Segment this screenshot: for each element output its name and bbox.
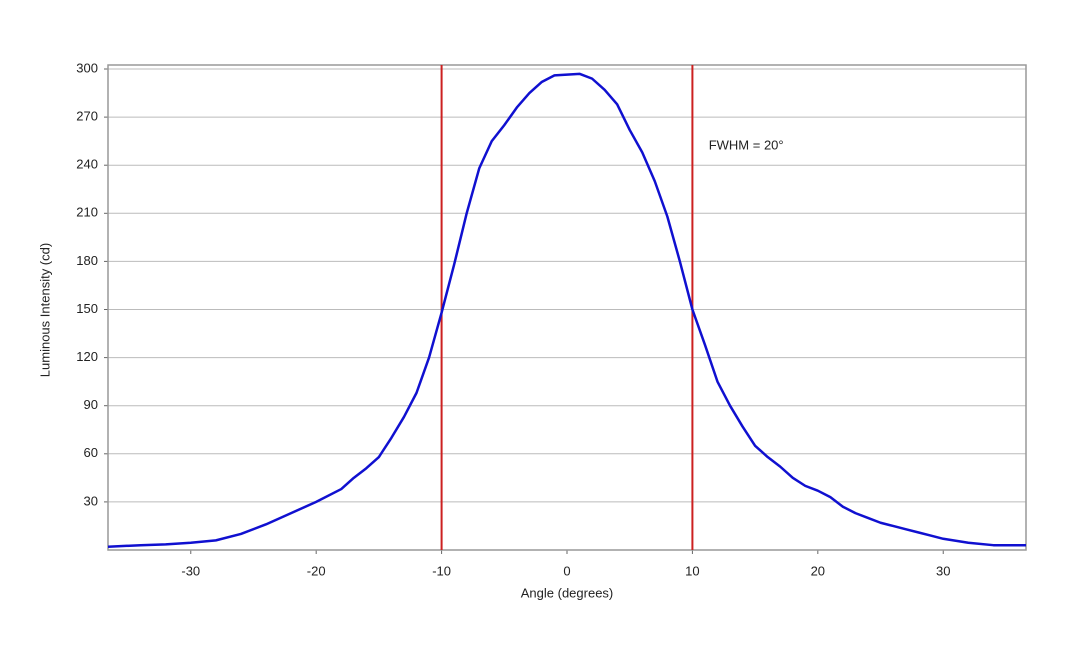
y-tick-label: 120 — [76, 349, 98, 364]
y-tick-label: 150 — [76, 301, 98, 316]
x-tick-label: 20 — [811, 563, 825, 578]
x-tick-label: -10 — [432, 563, 451, 578]
data-line — [107, 72, 1026, 549]
y-tick-label: 90 — [84, 397, 98, 412]
y-axis-label: Luminous Intensity (cd) — [37, 243, 52, 377]
plot-frame — [107, 64, 1027, 551]
x-tick-label: 0 — [563, 563, 570, 578]
y-tick-label: 240 — [76, 157, 98, 172]
y-tick-label: 210 — [76, 205, 98, 220]
x-axis-label: Angle (degrees) — [521, 585, 614, 600]
x-tick-label: -30 — [181, 563, 200, 578]
y-tick-label: 180 — [76, 253, 98, 268]
y-tick-label: 270 — [76, 109, 98, 124]
y-tick-label: 300 — [76, 60, 98, 75]
annotation: FWHM = 20° — [709, 137, 784, 152]
x-tick-label: 30 — [936, 563, 950, 578]
x-tick-label: -20 — [307, 563, 326, 578]
y-tick-label: 60 — [84, 445, 98, 460]
x-tick-label: 10 — [685, 563, 699, 578]
y-tick-label: 30 — [84, 493, 98, 508]
